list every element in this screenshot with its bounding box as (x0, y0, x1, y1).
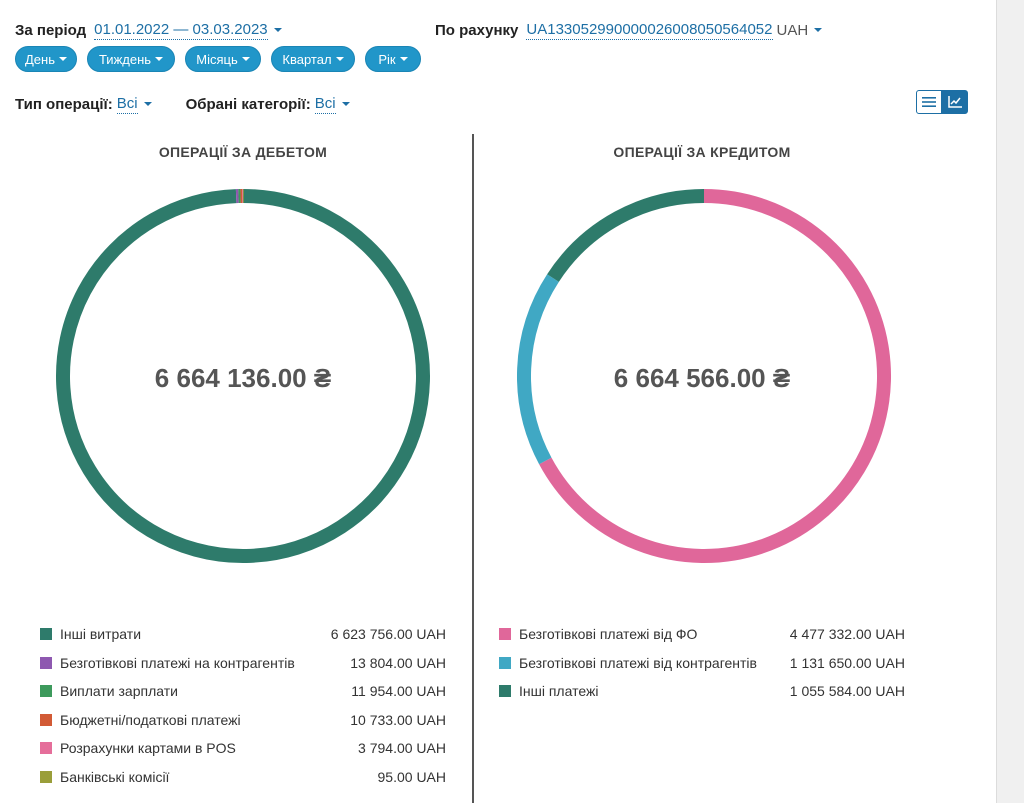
period-picker[interactable]: 01.01.2022 — 03.03.2023 (94, 20, 268, 40)
chevron-down-icon[interactable] (814, 28, 823, 32)
credit-legend-label: Інші платежі (519, 683, 599, 700)
debit-legend-swatch (40, 685, 52, 698)
list-icon (922, 97, 936, 107)
debit-legend-value: 95.00 UAH (377, 769, 446, 785)
credit-donut-chart (517, 189, 891, 563)
debit-legend-value: 11 954.00 UAH (351, 683, 446, 700)
debit-legend-label: Бюджетні/податкові платежі (60, 711, 241, 728)
credit-legend-item: Безготівкові платежі від ФО (499, 624, 697, 644)
debit-chart-title: ОПЕРАЦІЇ ЗА ДЕБЕТОМ (158, 144, 328, 160)
month-button-label: Місяць (196, 51, 238, 67)
credit-legend: Безготівкові платежі від ФО 4 477 332.00 … (499, 624, 905, 714)
account-label: По рахунку (435, 21, 519, 39)
chevron-down-icon[interactable] (143, 102, 152, 106)
chevron-down-icon[interactable] (341, 102, 350, 106)
day-button[interactable]: День (15, 46, 77, 72)
month-button[interactable]: Місяць (185, 46, 261, 72)
chevron-down-icon (399, 57, 408, 61)
period-filter: За період 01.01.2022 — 03.03.2023 (15, 18, 282, 42)
credit-slice-1[interactable] (539, 189, 891, 563)
debit-legend-label: Розрахунки картами в POS (60, 740, 236, 757)
credit-chart-title: ОПЕРАЦІЇ ЗА КРЕДИТОМ (613, 144, 791, 160)
credit-legend-label: Безготівкові платежі від контрагентів (519, 654, 757, 671)
op-type-selector[interactable]: Всі (116, 94, 138, 114)
debit-legend-swatch (40, 628, 52, 640)
debit-total: 6 664 136.00 ₴ (154, 363, 332, 393)
debit-legend-swatch (40, 656, 52, 669)
debit-legend-label: Виплати зарплати (60, 683, 178, 700)
view-toggle (916, 90, 968, 114)
debit-legend-item: Виплати зарплати (40, 681, 178, 701)
categories-label: Обрані категорії: (185, 95, 311, 113)
operation-filters: Тип операції: Всі Обрані категорії: Всі (15, 92, 350, 116)
debit-legend-item: Інші витрати (40, 624, 141, 644)
period-label: За період (15, 21, 87, 39)
week-button[interactable]: Тиждень (87, 46, 175, 72)
debit-legend-item: Бюджетні/податкові платежі (40, 710, 241, 730)
debit-legend-value: 3 794.00 UAH (358, 740, 446, 757)
debit-legend-swatch (40, 742, 52, 755)
debit-legend: Інші витрати 6 623 756.00 UAH Безготівкові… (40, 624, 446, 794)
debit-legend-item: Безготівкові платежі на контрагентів (40, 653, 295, 673)
debit-legend-label: Банківські комісії (60, 769, 170, 785)
debit-legend-item: Розрахунки картами в POS (40, 738, 236, 758)
credit-legend-value: 1 131 650.00 UAH (789, 654, 905, 671)
chevron-down-icon (241, 57, 250, 61)
period-buttons: День Тиждень Місяць Квартал Рік (15, 46, 431, 72)
chart-view-button[interactable] (942, 90, 968, 114)
scrollbar-track[interactable] (996, 0, 1024, 803)
debit-legend-value: 6 623 756.00 UAH (330, 626, 446, 642)
chevron-down-icon (59, 57, 67, 61)
account-selector[interactable]: UA133052990000026008050564052 (526, 20, 773, 40)
op-type-label: Тип операції: (15, 95, 113, 113)
debit-donut-chart (56, 188, 430, 563)
debit-legend-value: 13 804.00 UAH (350, 654, 446, 671)
quarter-button[interactable]: Квартал (271, 46, 355, 72)
chevron-down-icon (335, 57, 344, 61)
credit-slice-2[interactable] (517, 274, 559, 465)
credit-legend-value: 1 055 584.00 UAH (789, 683, 905, 700)
credit-legend-swatch (499, 685, 511, 698)
debit-legend-value: 10 733.00 UAH (350, 711, 446, 728)
list-view-button[interactable] (916, 90, 942, 114)
day-button-label: День (25, 51, 55, 67)
credit-legend-swatch (499, 656, 511, 669)
credit-legend-item: Інші платежі (499, 681, 598, 701)
account-filter: По рахунку UA133052990000026008050564052… (435, 18, 823, 42)
debit-legend-label: Інші витрати (60, 626, 142, 642)
year-button[interactable]: Рік (365, 46, 421, 72)
debit-legend-swatch (40, 771, 52, 783)
chevron-down-icon (155, 57, 164, 61)
debit-legend-swatch (40, 713, 52, 726)
account-currency: UAH (776, 21, 809, 39)
debit-legend-item: Банківські комісії (40, 767, 169, 787)
credit-total: 6 664 566.00 ₴ (613, 363, 791, 393)
week-button-label: Тиждень (98, 51, 152, 67)
credit-legend-value: 4 477 332.00 UAH (789, 626, 905, 642)
line-chart-icon (948, 96, 962, 108)
debit-legend-label: Безготівкові платежі на контрагентів (60, 654, 295, 671)
credit-legend-swatch (499, 628, 511, 640)
chevron-down-icon[interactable] (273, 28, 282, 32)
quarter-button-label: Квартал (282, 51, 332, 67)
panel-divider (472, 134, 474, 803)
credit-legend-item: Безготівкові платежі від контрагентів (499, 653, 757, 673)
credit-legend-label: Безготівкові платежі від ФО (519, 626, 698, 642)
year-button-label: Рік (378, 51, 396, 67)
categories-selector[interactable]: Всі (314, 94, 336, 114)
credit-slice-3[interactable] (547, 189, 705, 282)
debit-slice-1[interactable] (56, 189, 430, 563)
